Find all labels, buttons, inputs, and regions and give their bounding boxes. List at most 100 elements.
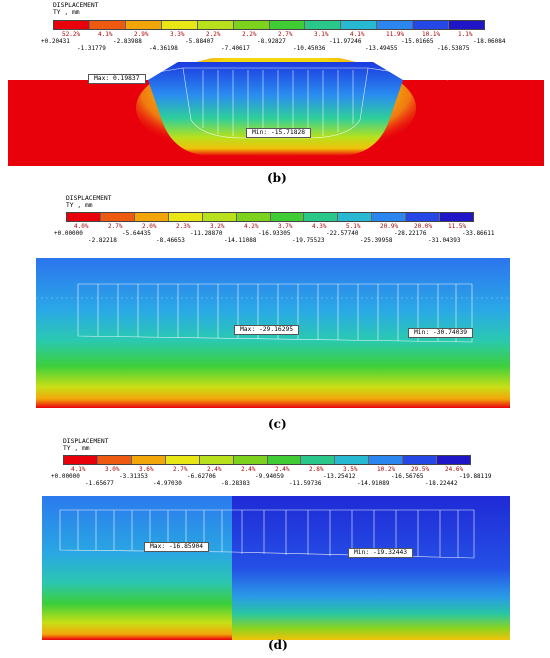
- legend-percent: 3.6%: [139, 466, 154, 473]
- legend-tick: -10.45036: [293, 45, 326, 52]
- legend-percent: 4.1%: [71, 466, 86, 473]
- legend-swatch: [54, 21, 90, 29]
- legend-swatch: [413, 21, 450, 29]
- caption-b: (b): [267, 171, 287, 185]
- legend-percent: 52.2%: [62, 31, 81, 38]
- legend-percent: 2.9%: [134, 31, 149, 38]
- legend-tick: -25.39958: [360, 237, 393, 244]
- legend-swatch: [165, 456, 200, 464]
- legend-tick: -14.91089: [357, 480, 390, 487]
- displacement-contour-plot: [8, 58, 544, 166]
- legend-tick: -4.36198: [149, 45, 178, 52]
- legend-swatch: [449, 21, 485, 29]
- legend-tick: -11.59736: [289, 480, 322, 487]
- legend-tick: -33.86611: [462, 230, 495, 237]
- legend-swatch: [168, 213, 203, 221]
- legend-swatch: [67, 213, 101, 221]
- legend-title: DISPLACEMENT: [63, 438, 109, 445]
- legend-tick: +0.00000: [51, 473, 80, 480]
- legend-percent: 3.3%: [170, 31, 185, 38]
- legend-percent: 24.6%: [445, 466, 464, 473]
- legend-tick: -8.92827: [257, 38, 286, 45]
- legend-swatch: [335, 456, 370, 464]
- color-legend-bar: [63, 455, 471, 465]
- legend-tick: -28.22176: [394, 230, 427, 237]
- legend-swatch: [301, 456, 336, 464]
- legend-percent: 2.8%: [309, 466, 324, 473]
- legend-tick: -13.49455: [365, 45, 398, 52]
- caption-c: (c): [268, 417, 287, 431]
- legend-unit: TY , mm: [53, 9, 80, 16]
- min-label: Min: -15.71828: [246, 128, 312, 138]
- legend-swatch: [341, 21, 378, 29]
- legend-tick: -8.28383: [221, 480, 250, 487]
- panel-d: DISPLACEMENT TY , mm 4.1% 3.0% 3.6% 2.7% 2.4…: [0, 438, 550, 658]
- legend-percent: 2.7%: [108, 223, 123, 230]
- color-legend-bar: [53, 20, 485, 30]
- legend-swatch: [89, 21, 126, 29]
- legend-percent: 2.2%: [242, 31, 257, 38]
- legend-swatch: [369, 456, 404, 464]
- legend-swatch: [199, 456, 234, 464]
- legend-swatch: [202, 213, 237, 221]
- legend-tick: -11.97246: [329, 38, 362, 45]
- panel-c: DISPLACEMENT TY , mm 4.0% 2.7% 2.0% 2.3% 3.2…: [0, 190, 550, 438]
- legend-percent: 1.1%: [458, 31, 473, 38]
- legend-swatch: [236, 213, 271, 221]
- legend-percent: 2.7%: [278, 31, 293, 38]
- legend-swatch: [131, 456, 166, 464]
- legend-percent: 2.4%: [241, 466, 256, 473]
- legend-percent: 10.2%: [377, 466, 396, 473]
- legend-swatch: [338, 213, 373, 221]
- legend-percent: 4.3%: [312, 223, 327, 230]
- legend-swatch: [233, 456, 268, 464]
- legend-swatch: [125, 21, 162, 29]
- legend-swatch: [267, 456, 302, 464]
- legend-percent: 5.1%: [346, 223, 361, 230]
- legend-tick: -22.57740: [326, 230, 359, 237]
- legend-swatch: [97, 456, 132, 464]
- legend-percent: 3.2%: [210, 223, 225, 230]
- legend-tick: -18.06084: [473, 38, 506, 45]
- legend-swatch: [372, 213, 407, 221]
- legend-tick: -4.97030: [153, 480, 182, 487]
- min-label: Min: -30.74039: [408, 328, 474, 338]
- legend-percent: 2.0%: [142, 223, 157, 230]
- legend-swatch: [440, 213, 474, 221]
- legend-percent: 20.9%: [380, 223, 399, 230]
- legend-swatch: [403, 456, 438, 464]
- legend-percent: 4.1%: [98, 31, 113, 38]
- legend-tick: -16.53875: [437, 45, 470, 52]
- legend-percent: 4.2%: [244, 223, 259, 230]
- legend-percent: 11.5%: [448, 223, 467, 230]
- legend-swatch: [197, 21, 234, 29]
- legend-percent: 4.1%: [350, 31, 365, 38]
- legend-percent: 3.0%: [105, 466, 120, 473]
- legend-tick: -16.93305: [258, 230, 291, 237]
- legend-tick: -19.75523: [292, 237, 325, 244]
- legend-tick: -9.94059: [255, 473, 284, 480]
- legend-tick: -16.56765: [391, 473, 424, 480]
- legend-tick: -5.88407: [185, 38, 214, 45]
- legend-tick: -8.46653: [156, 237, 185, 244]
- caption-d: (d): [268, 638, 288, 652]
- min-label: Min: -19.32443: [348, 548, 414, 558]
- legend-tick: -11.28870: [190, 230, 223, 237]
- legend-tick: -19.88119: [459, 473, 492, 480]
- legend-tick: -7.40617: [221, 45, 250, 52]
- legend-tick: -2.82218: [88, 237, 117, 244]
- legend-title: DISPLACEMENT: [66, 195, 112, 202]
- max-label: Max: -16.85904: [144, 542, 210, 552]
- legend-tick: -13.25412: [323, 473, 356, 480]
- legend-swatch: [233, 21, 270, 29]
- legend-swatch: [304, 213, 339, 221]
- legend-percent: 2.7%: [173, 466, 188, 473]
- legend-swatch: [270, 213, 305, 221]
- legend-tick: -6.62706: [187, 473, 216, 480]
- legend-tick: -1.65677: [85, 480, 114, 487]
- legend-swatch: [134, 213, 169, 221]
- legend-unit: TY , mm: [63, 445, 90, 452]
- legend-tick: -3.31353: [119, 473, 148, 480]
- legend-tick: -1.31779: [77, 45, 106, 52]
- panel-b: DISPLACEMENT TY , mm 52.2% 4.1% 2.9% 3.3% 2.…: [0, 0, 550, 190]
